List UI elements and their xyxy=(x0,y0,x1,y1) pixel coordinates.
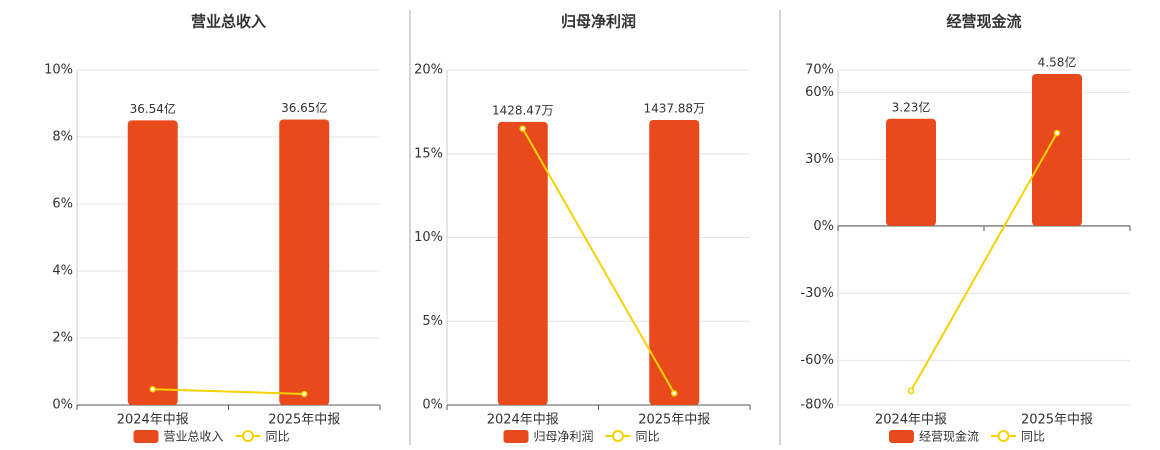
x-tick-label: 2025年中报 xyxy=(638,413,710,428)
legend-swatch xyxy=(503,430,529,443)
line xyxy=(910,132,1058,392)
x-tick-label: 2025年中报 xyxy=(268,413,340,428)
y-tick-label: 2% xyxy=(52,331,73,346)
legend-label: 经营现金流 xyxy=(919,429,979,444)
value-label: 1437.88万 xyxy=(643,101,705,115)
y-tick-label: -80% xyxy=(800,398,834,413)
legend-swatch xyxy=(889,430,914,443)
line-point xyxy=(1053,129,1061,137)
y-tick-label: 0% xyxy=(52,398,73,413)
y-tick-label: -60% xyxy=(800,353,834,368)
y-tick-label: -30% xyxy=(800,286,834,301)
legend-marker xyxy=(612,430,624,442)
line-point xyxy=(301,390,308,398)
y-tick-label: 5% xyxy=(422,314,443,329)
y-tick-label: 30% xyxy=(805,152,834,167)
line-point xyxy=(519,125,526,132)
bar xyxy=(649,119,700,406)
y-tick-label: 60% xyxy=(805,85,834,100)
y-tick-label: 0% xyxy=(422,398,443,413)
legend-swatch xyxy=(133,430,159,443)
legend-marker xyxy=(997,430,1010,442)
x-tick-label: 2024年中报 xyxy=(487,413,559,428)
chart-title: 归母净利润 xyxy=(561,13,636,31)
y-tick-label: 20% xyxy=(414,63,443,78)
y-tick-label: 4% xyxy=(52,264,73,279)
legend-label: 同比 xyxy=(1021,430,1045,444)
bar xyxy=(127,120,178,405)
bar xyxy=(886,118,936,226)
value-label: 36.65亿 xyxy=(281,100,327,115)
x-tick-label: 2025年中报 xyxy=(1021,413,1093,428)
bar xyxy=(279,119,330,405)
chart-title: 经营现金流 xyxy=(946,13,1021,31)
y-tick-label: 10% xyxy=(44,63,73,78)
x-tick-label: 2024年中报 xyxy=(117,413,189,428)
y-tick-label: 8% xyxy=(52,130,73,145)
y-tick-label: 0% xyxy=(813,219,834,234)
line-point xyxy=(671,390,678,397)
y-tick-label: 10% xyxy=(414,230,443,245)
y-tick-label: 70% xyxy=(805,63,834,78)
bar xyxy=(1032,73,1082,226)
value-label: 3.23亿 xyxy=(892,99,931,114)
line-point xyxy=(907,387,915,395)
y-tick-label: 6% xyxy=(52,197,73,212)
line xyxy=(152,388,305,395)
y-tick-label: 15% xyxy=(414,146,443,161)
line-point xyxy=(149,386,156,393)
value-label: 1428.47万 xyxy=(492,103,554,117)
legend-label: 归母净利润 xyxy=(534,430,594,444)
x-tick-label: 2024年中报 xyxy=(875,413,947,428)
chart-title: 营业总收入 xyxy=(191,13,266,31)
legend-label: 营业总收入 xyxy=(164,430,224,444)
legend-label: 同比 xyxy=(266,430,290,444)
legend-marker xyxy=(242,430,254,442)
value-label: 36.54亿 xyxy=(130,101,176,116)
legend-label: 同比 xyxy=(636,430,660,444)
line xyxy=(521,128,676,394)
bar xyxy=(497,121,548,406)
value-label: 4.58亿 xyxy=(1038,54,1077,69)
